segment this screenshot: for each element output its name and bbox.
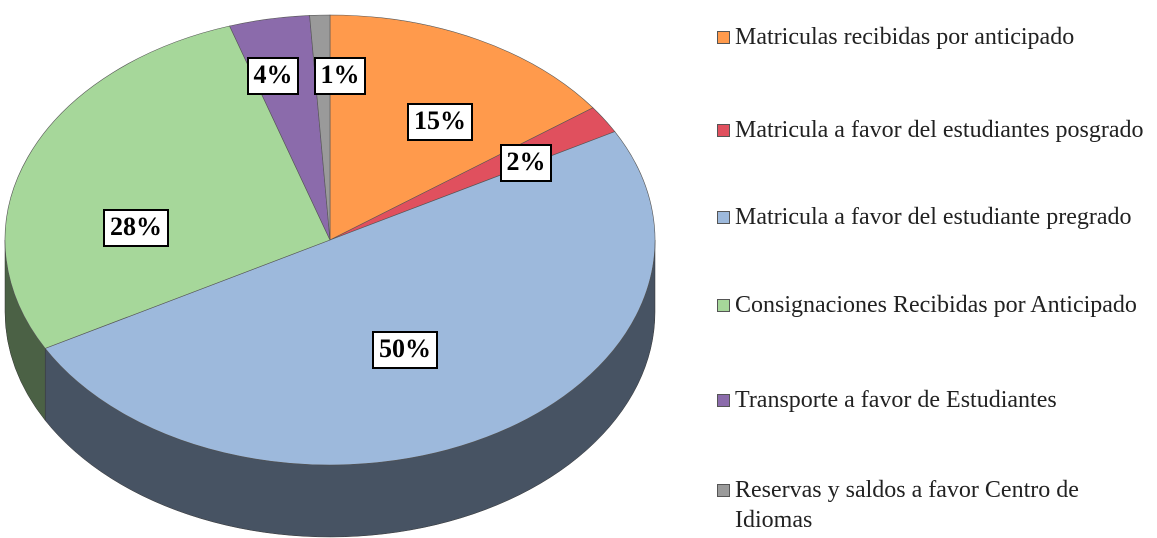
label-box (407, 103, 473, 141)
legend-label: Transporte a favor de Estudiantes (735, 387, 1057, 413)
legend-item: Consignaciones Recibidas por Anticipado (715, 290, 1155, 320)
data-label: 1% (321, 60, 360, 89)
label-box (314, 57, 366, 95)
legend-swatch (717, 299, 730, 312)
data-label: 28% (110, 212, 162, 241)
legend-swatch (717, 484, 730, 497)
data-label: 15% (414, 106, 466, 135)
legend-item: Matricula a favor del estudiante pregrad… (715, 202, 1155, 232)
data-label: 4% (254, 60, 293, 89)
label-box (103, 209, 169, 247)
legend-label: Matricula a favor del estudiantes posgra… (735, 117, 1144, 143)
legend-label: Matricula a favor del estudiante pregrad… (735, 204, 1132, 230)
label-box (372, 331, 438, 369)
legend-swatch (717, 31, 730, 44)
legend-item: Matricula a favor del estudiantes posgra… (715, 115, 1155, 145)
chart: 15% 2% 50% 28% 4% 1% (4, 14, 656, 538)
label-box (247, 57, 299, 95)
legend-label: Consignaciones Recibidas por Anticipado (735, 292, 1137, 318)
pie-slice (4, 25, 331, 349)
legend-item: Reservas y saldos a favor Centro de Idio… (715, 475, 1155, 535)
legend-swatch (717, 124, 730, 137)
legend-item: Transporte a favor de Estudiantes (715, 385, 1155, 415)
data-label: 2% (507, 147, 546, 176)
data-label: 50% (379, 334, 431, 363)
legend-label: Reservas y saldos a favor Centro de Idio… (735, 477, 1079, 533)
legend-swatch (717, 211, 730, 224)
legend-swatch (717, 394, 730, 407)
label-box (500, 144, 552, 182)
legend-label: Matriculas recibidas por anticipado (735, 24, 1075, 50)
legend-item: Matriculas recibidas por anticipado (715, 22, 1155, 52)
pie-slice (44, 131, 656, 466)
